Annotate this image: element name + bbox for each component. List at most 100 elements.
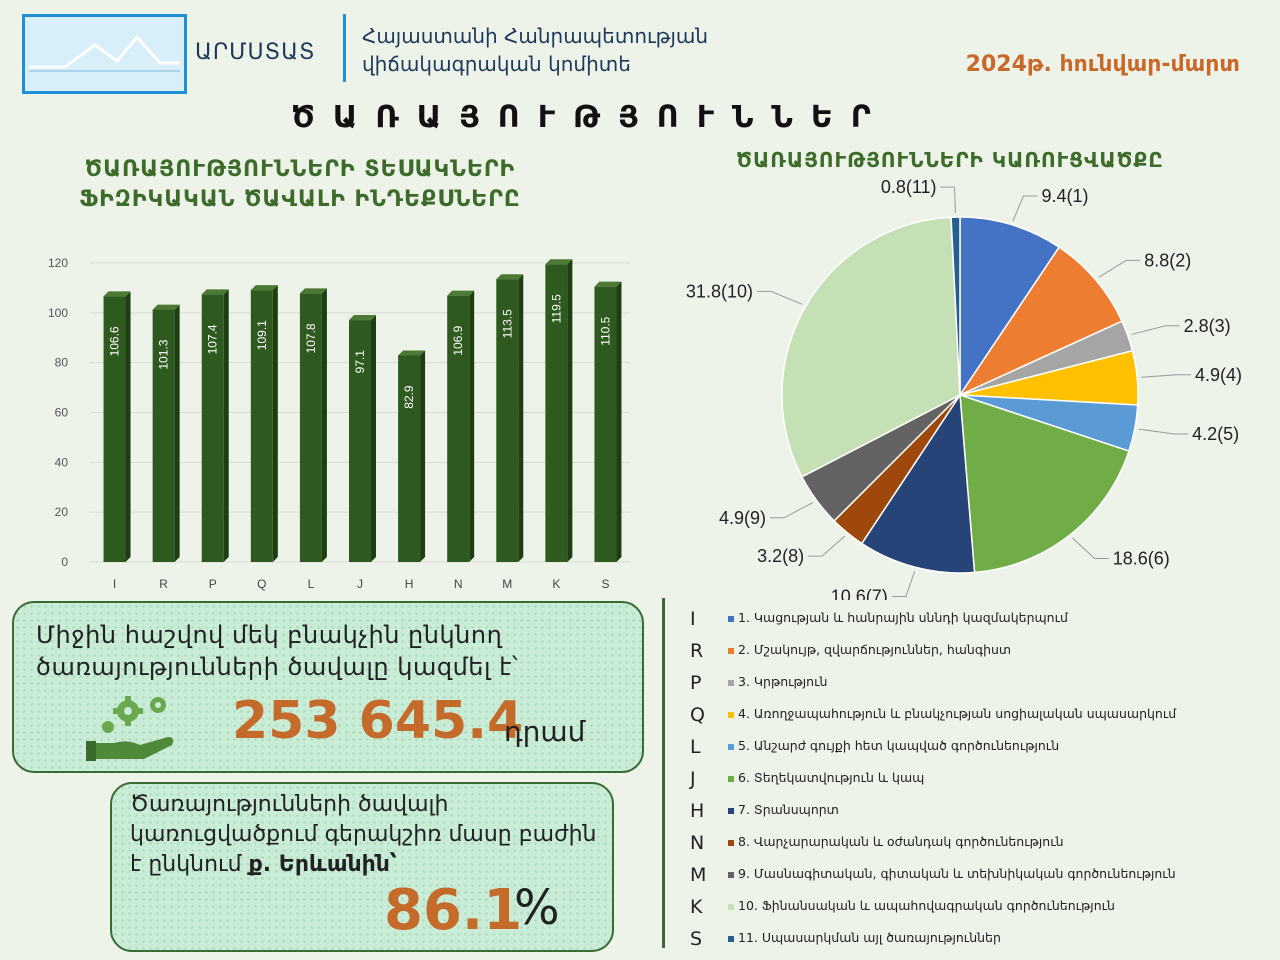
pie-slice-label: 2.8(3): [1184, 316, 1231, 336]
pie-leader-line: [1072, 537, 1109, 560]
legend-code: S: [690, 928, 703, 950]
pie-leader-line: [1131, 325, 1180, 335]
bar-side: [223, 289, 229, 562]
legend-code: K: [690, 896, 703, 918]
legend-label: 5. Անշարժ գույքի հետ կապված գործունեությ…: [738, 738, 1060, 753]
legend-swatch: [728, 904, 734, 910]
yerevan-share-line3-prefix: է ընկնում: [130, 852, 249, 877]
pie-leader-line: [808, 535, 846, 557]
bar-value-label: 109.1: [255, 320, 269, 350]
pie-slice: [950, 216, 961, 396]
legend-label: 6. Տեղեկատվություն և կապ: [738, 770, 925, 785]
pie-leader-line: [1012, 195, 1038, 222]
pie-slice-label: 10.6(7): [831, 586, 888, 600]
legend-code: N: [690, 832, 705, 854]
bar-value-label: 119.5: [549, 294, 563, 323]
pie-slice-label: 8.8(2): [1144, 250, 1191, 270]
per-capita-text: Միջին հաշվով մեկ բնակչին ընկնող ծառայութ…: [36, 619, 518, 683]
legend-item: K 10. Ֆինանսական և ապահովագրական գործունե…: [690, 892, 1270, 924]
bar-top: [201, 289, 229, 295]
bar-top: [447, 290, 475, 296]
legend-label: 9. Մասնագիտական, գիտական և տեխնիկական գո…: [738, 866, 1176, 881]
yerevan-name: ք. Երևանին՝: [248, 852, 397, 877]
pie-slice: [781, 216, 961, 478]
legend-label: 3. Կրթություն: [738, 674, 828, 689]
bar-top: [398, 350, 426, 356]
bar-top: [594, 281, 622, 287]
yerevan-share-box: Ծառայությունների ծավալի կառուցվածքում գե…: [110, 782, 614, 952]
legend-item: M 9. Մասնագիտական, գիտական և տեխնիկական գ…: [690, 860, 1270, 892]
legend-item: S 11. Սպասարկման այլ ծառայություններ: [690, 924, 1270, 956]
bar-chart-title-line1: ԾԱՌԱՅՈՒԹՅՈՒՆՆԵՐԻ ՏԵՍԱԿՆԵՐԻ: [84, 157, 516, 182]
legend-item: R 2. Մշակույթ, զվարճություններ, հանգիստ: [690, 636, 1270, 668]
bar-value-label: 110.5: [598, 316, 612, 345]
y-tick-label: 120: [48, 256, 68, 270]
bar-side: [420, 350, 426, 562]
pie-chart: 9.4(1) 8.8(2) 2.8(3) 4.9(4) 4.2(5) 18.6(6) 10.…: [686, 177, 1242, 600]
bar-value-label: 113.5: [500, 309, 514, 338]
y-tick-label: 0: [61, 555, 68, 569]
legend-code: J: [690, 768, 696, 790]
legend-code: R: [690, 640, 704, 662]
bar-side: [125, 291, 131, 562]
pie-leader-line: [756, 290, 803, 305]
pie-slice-label: 3.2(8): [757, 546, 804, 566]
legend-item: P 3. Կրթություն: [690, 668, 1270, 700]
y-tick-label: 20: [55, 505, 69, 519]
y-tick-label: 100: [48, 306, 68, 320]
x-tick-label: K: [552, 577, 560, 591]
armstat-logo: [22, 14, 187, 94]
legend-label: 11. Սպասարկման այլ ծառայություններ: [738, 930, 1001, 945]
bar: [103, 296, 126, 562]
pie-leader-line: [1138, 428, 1189, 435]
y-tick-label: 40: [55, 455, 69, 469]
x-tick-label: L: [308, 577, 315, 591]
legend-label: 10. Ֆինանսական և ապահովագրական գործունեո…: [738, 898, 1115, 913]
legend-label: 2. Մշակույթ, զվարճություններ, հանգիստ: [738, 642, 1012, 657]
bar: [152, 309, 175, 562]
pie-leader-line: [770, 501, 814, 519]
bar-side: [616, 281, 622, 562]
legend-item: Q 4. Առողջապահություն և բնակչության սոցիա…: [690, 700, 1270, 732]
x-tick-label: I: [113, 577, 116, 591]
bar-chart-title-line2: ՖԻԶԻԿԱԿԱՆ ԾԱՎԱԼԻ ԻՆԴԵՔՍՆԵՐԸ: [79, 187, 521, 212]
legend-label: 8. Վարչարարական և օժանդակ գործունեությու…: [738, 834, 1064, 849]
per-capita-value: 253 645.4: [232, 691, 524, 751]
legend-swatch: [728, 648, 734, 654]
legend-swatch: [728, 936, 734, 942]
x-tick-label: N: [454, 577, 463, 591]
bar-top: [496, 274, 524, 280]
pie-leader-line: [940, 186, 956, 214]
legend-code: M: [690, 864, 707, 886]
bar-side: [469, 290, 475, 562]
per-capita-box: Միջին հաշվով մեկ բնակչին ընկնող ծառայութ…: [12, 601, 644, 773]
bar-value-label: 107.4: [206, 324, 220, 354]
bar-value-label: 101.3: [157, 339, 171, 369]
bar-side: [371, 315, 376, 562]
bar-value-label: 106.6: [108, 326, 122, 356]
bar-top: [152, 304, 180, 310]
bar-chart-title: ԾԱՌԱՅՈՒԹՅՈՒՆՆԵՐԻ ՏԵՍԱԿՆԵՐԻ ՖԻԶԻԿԱԿԱՆ ԾԱՎ…: [40, 155, 560, 215]
bar-side: [272, 285, 278, 562]
bar-top: [103, 291, 131, 297]
bar: [299, 293, 322, 562]
legend-label: 7. Տրանսպորտ: [738, 802, 839, 817]
legend-item: I 1. Կացության և հանրային սննդի կազմակերպ…: [690, 604, 1270, 636]
pie-slice-label: 0.8(11): [881, 177, 937, 197]
pie-slice-label: 4.2(5): [1192, 424, 1239, 444]
bar-chart: 0 20 40 60 80 100 120 106.6 I 101.3 R 107.4 P 109.1 Q 1…: [48, 256, 630, 591]
pie-slice: [957, 246, 1123, 397]
pie-leader-line: [1098, 259, 1141, 278]
bar-side: [321, 288, 327, 562]
legend-swatch: [728, 744, 734, 750]
per-capita-unit: դրամ: [504, 715, 586, 748]
legend-item: H 7. Տրանսպորտ: [690, 796, 1270, 828]
page-title: ԾԱՌԱՅՈՒԹՅՈՒՆՆԵՐ: [291, 100, 889, 135]
legend-code: I: [690, 608, 696, 630]
y-tick-label: 60: [55, 406, 69, 420]
yerevan-share-line3: է ընկնում ք. Երևանին՝: [130, 850, 596, 880]
legend: I 1. Կացության և հանրային սննդի կազմակերպ…: [690, 604, 1270, 956]
pie-slice: [959, 393, 1130, 574]
bar-side: [518, 274, 524, 562]
x-tick-label: S: [601, 577, 609, 591]
